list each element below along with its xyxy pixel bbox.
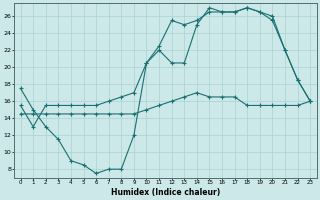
X-axis label: Humidex (Indice chaleur): Humidex (Indice chaleur) — [111, 188, 220, 197]
